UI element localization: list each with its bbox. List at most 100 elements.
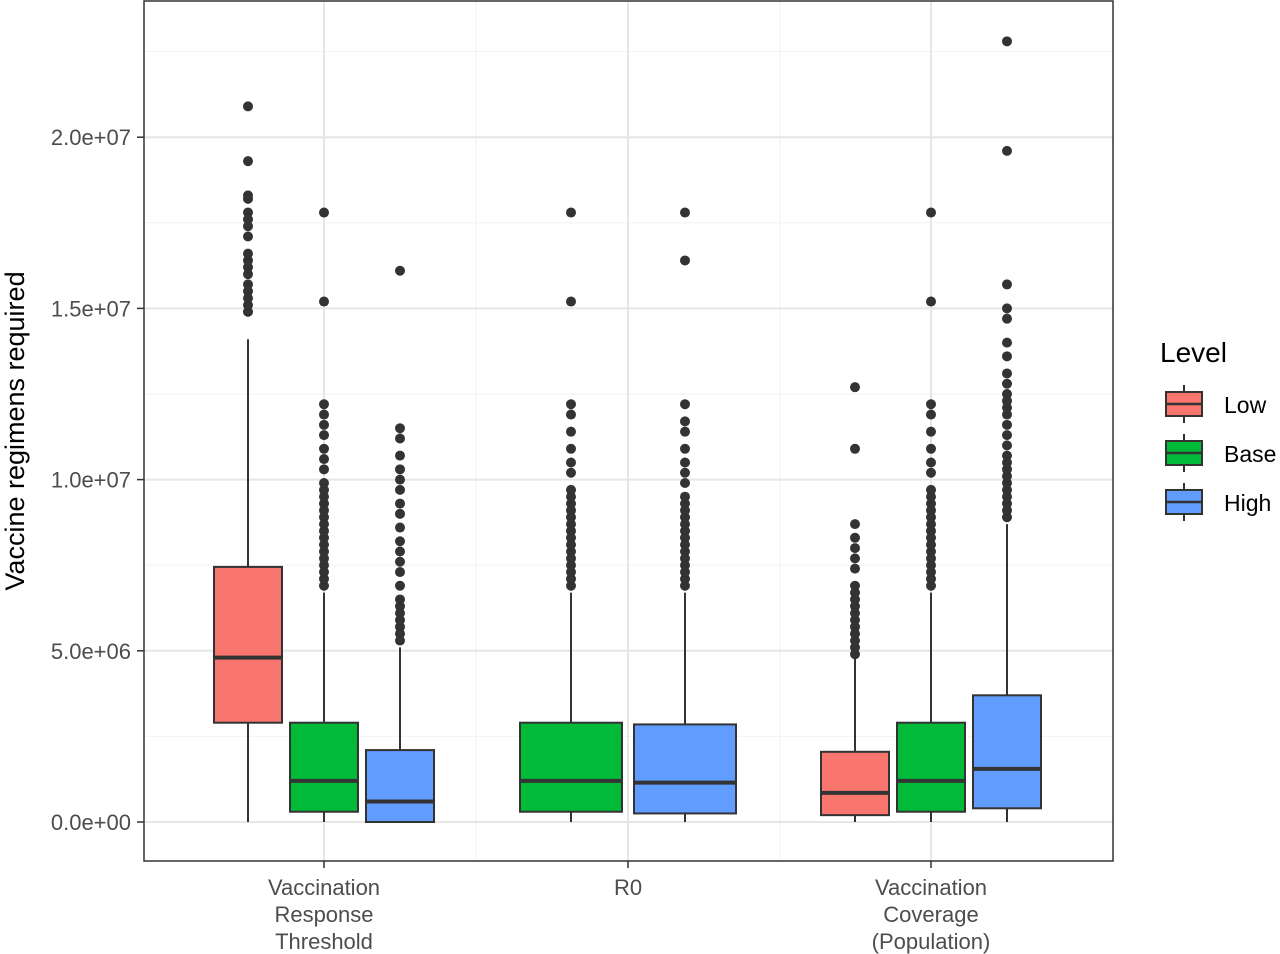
outlier-point xyxy=(680,416,690,427)
outlier-point xyxy=(1002,478,1012,489)
box-iqr xyxy=(820,750,890,817)
outlier-point xyxy=(680,532,690,543)
outlier-point xyxy=(926,580,936,591)
outlier-point xyxy=(243,190,253,201)
legend-label: Low xyxy=(1224,392,1267,418)
outlier-point xyxy=(243,269,253,280)
outlier-point xyxy=(566,443,576,454)
outlier-point xyxy=(566,484,576,495)
y-tick-label: 1.5e+07 xyxy=(51,296,131,321)
y-axis-title: Vaccine regimens required xyxy=(0,271,30,590)
outlier-point xyxy=(850,443,860,454)
box-high xyxy=(633,207,737,822)
outlier-point xyxy=(850,543,860,554)
outlier-point xyxy=(850,642,860,653)
outlier-point xyxy=(680,512,690,523)
outlier-point xyxy=(1002,430,1012,441)
legend-label: Base xyxy=(1224,441,1276,467)
outlier-point xyxy=(243,207,253,218)
outlier-point xyxy=(243,231,253,242)
outlier-point xyxy=(566,399,576,410)
outlier-point xyxy=(850,635,860,646)
outlier-point xyxy=(926,519,936,530)
outlier-point xyxy=(566,532,576,543)
outlier-point xyxy=(566,567,576,578)
outlier-point xyxy=(680,467,690,478)
x-tick-label-line: Threshold xyxy=(275,929,373,954)
outlier-point xyxy=(395,614,405,625)
outlier-point xyxy=(850,580,860,591)
outlier-point xyxy=(1002,471,1012,482)
outlier-point xyxy=(395,546,405,557)
outlier-point xyxy=(566,498,576,509)
outlier-point xyxy=(850,628,860,639)
outlier-point xyxy=(319,430,329,441)
outlier-point xyxy=(1002,378,1012,389)
outlier-point xyxy=(395,464,405,475)
outlier-point xyxy=(243,262,253,273)
outlier-point xyxy=(319,207,329,218)
outlier-point xyxy=(1002,402,1012,413)
outlier-point xyxy=(926,512,936,523)
outlier-point xyxy=(926,560,936,571)
x-tick-label-line: (Population) xyxy=(872,929,991,954)
outlier-point xyxy=(566,207,576,218)
outlier-point xyxy=(319,296,329,307)
outlier-point xyxy=(850,532,860,543)
outlier-point xyxy=(926,443,936,454)
legend-label: High xyxy=(1224,490,1271,516)
box-iqr xyxy=(519,721,623,813)
outlier-point xyxy=(566,525,576,536)
outlier-point xyxy=(850,594,860,605)
outlier-point xyxy=(395,498,405,509)
outlier-point xyxy=(395,265,405,276)
outlier-point xyxy=(243,286,253,297)
outlier-point xyxy=(319,512,329,523)
outlier-point xyxy=(319,443,329,454)
outlier-point xyxy=(319,505,329,516)
outlier-point xyxy=(1002,419,1012,430)
outlier-point xyxy=(319,409,329,420)
outlier-point xyxy=(1002,395,1012,406)
outlier-point xyxy=(680,525,690,536)
outlier-point xyxy=(566,457,576,468)
outlier-point xyxy=(926,491,936,502)
outlier-point xyxy=(1002,36,1012,47)
outlier-point xyxy=(566,553,576,564)
outlier-point xyxy=(566,519,576,530)
outlier-point xyxy=(319,419,329,430)
outlier-point xyxy=(926,573,936,584)
outlier-point xyxy=(319,498,329,509)
x-tick-label-line: R0 xyxy=(614,875,642,900)
outlier-point xyxy=(926,426,936,437)
outlier-point xyxy=(395,628,405,639)
box-iqr xyxy=(365,749,435,824)
outlier-point xyxy=(926,525,936,536)
outlier-point xyxy=(243,255,253,266)
outlier-point xyxy=(1002,505,1012,516)
outlier-point xyxy=(395,556,405,567)
outlier-point xyxy=(395,608,405,619)
outlier-point xyxy=(680,255,690,266)
outlier-point xyxy=(1002,279,1012,290)
outlier-point xyxy=(319,491,329,502)
outlier-point xyxy=(850,563,860,574)
outlier-point xyxy=(926,409,936,420)
box-iqr xyxy=(213,565,283,724)
y-tick-label: 0.0e+00 xyxy=(51,810,131,835)
outlier-point xyxy=(680,498,690,509)
outlier-point xyxy=(566,467,576,478)
outlier-point xyxy=(319,454,329,465)
outlier-point xyxy=(1002,351,1012,362)
outlier-point xyxy=(566,491,576,502)
legend: Level Low Base High xyxy=(1160,337,1276,521)
outlier-point xyxy=(319,580,329,591)
outlier-point xyxy=(1002,498,1012,509)
outlier-point xyxy=(680,580,690,591)
outlier-point xyxy=(680,560,690,571)
box-base xyxy=(519,207,623,822)
outlier-point xyxy=(319,399,329,410)
outlier-point xyxy=(1002,457,1012,468)
outlier-point xyxy=(1002,145,1012,156)
